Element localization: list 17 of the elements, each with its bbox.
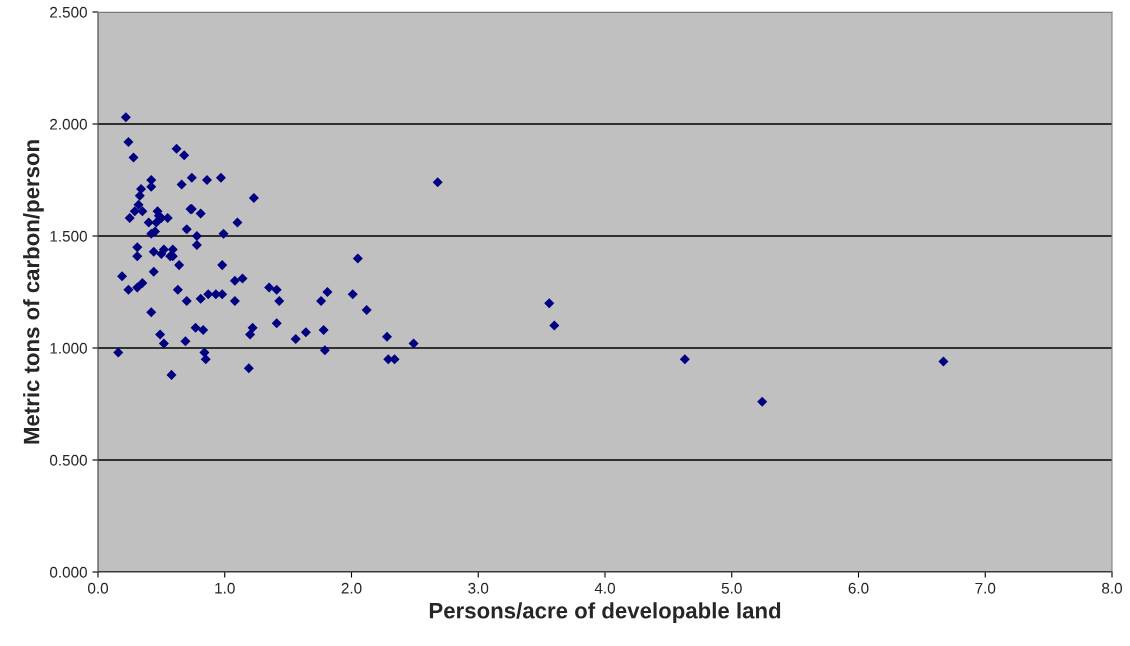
y-tick-label: 2.000 [50,118,87,130]
x-tick-label: 6.0 [848,582,869,594]
y-tick-label: 1.000 [50,342,87,354]
x-axis-title: Persons/acre of developable land [429,602,781,623]
x-tick-label: 8.0 [1102,582,1123,594]
x-tick-label: 1.0 [215,582,235,594]
x-tick-label: 4.0 [594,582,616,594]
y-tick-label: 1.500 [50,230,87,242]
y-axis-title: Metric tons of carbon/person [23,140,44,444]
x-tick-label: 0.0 [87,582,109,594]
x-tick-label: 5.0 [721,582,742,594]
x-tick-label: 2.0 [341,582,362,594]
x-tick-label: 3.0 [468,582,489,594]
x-tick-label: 7.0 [975,582,996,594]
y-tick-label: 0.000 [49,566,87,578]
y-tick-label: 2.500 [50,6,87,18]
y-tick-label: 0.500 [49,454,87,466]
